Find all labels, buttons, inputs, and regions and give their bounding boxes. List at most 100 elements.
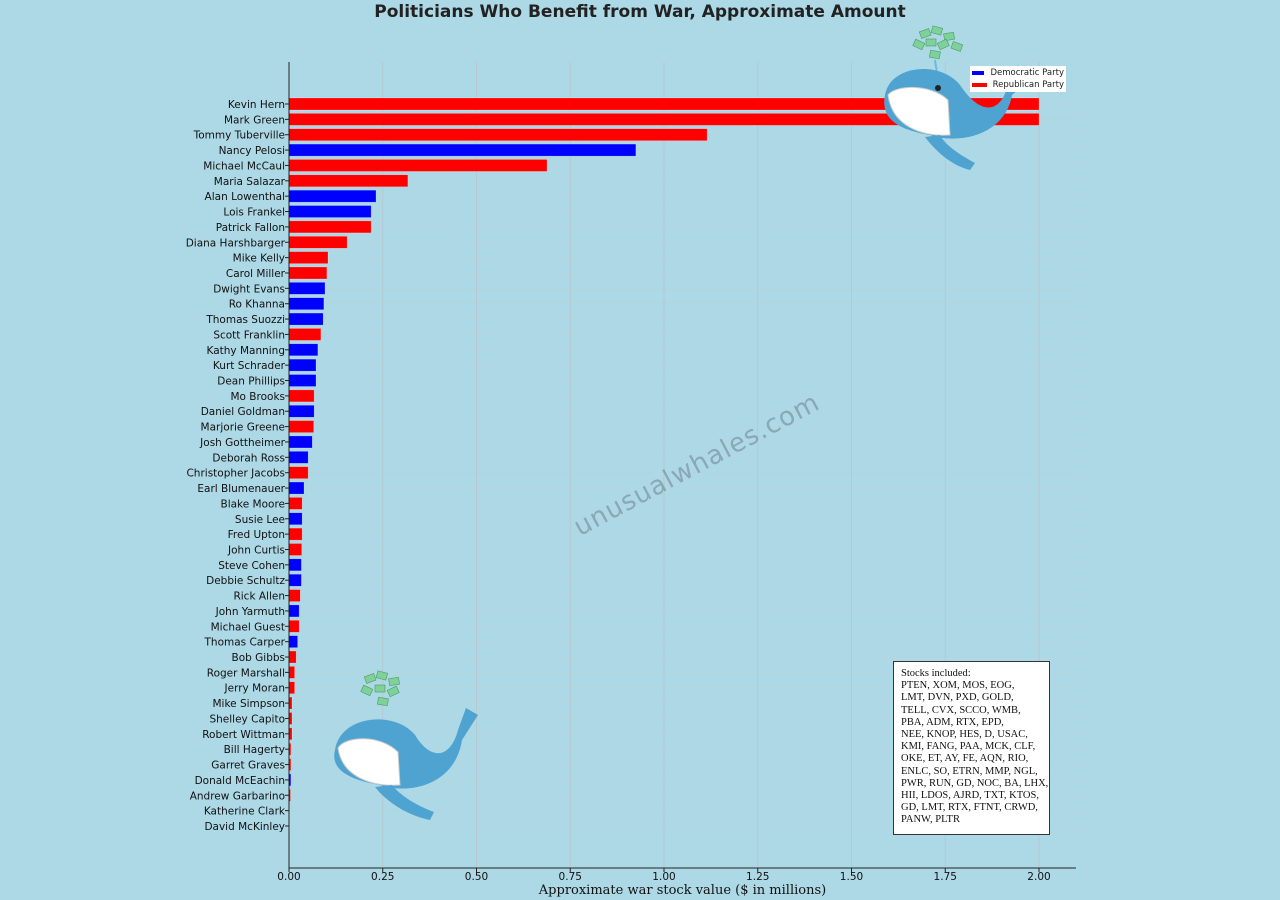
y-tick-label: John Curtis xyxy=(227,544,285,556)
y-tick-label: Tommy Tuberville xyxy=(193,130,285,142)
y-tick-label: Patrick Fallon xyxy=(216,222,285,234)
bar-mike-kelly xyxy=(288,251,329,264)
bar-daniel-goldman xyxy=(288,404,315,418)
y-tick-label: Jerry Moran xyxy=(224,683,285,695)
stock-line: PBA, ADM, RTX, EPD, xyxy=(901,716,1004,728)
y-tick-label: Scott Franklin xyxy=(213,329,285,341)
x-tick-label: 0.75 xyxy=(559,871,582,883)
y-tick-label: Roger Marshall xyxy=(207,667,285,679)
bar-blake-moore xyxy=(288,497,303,510)
y-tick-label: Shelley Capito xyxy=(209,713,285,725)
y-tick-label: Michael McCaul xyxy=(203,160,285,172)
y-tick-label: Josh Gottheimer xyxy=(199,437,285,449)
legend-swatch xyxy=(972,83,987,87)
bar-tommy-tuberville xyxy=(288,128,708,141)
y-tick-label: Dean Phillips xyxy=(217,376,285,388)
bar-susie-lee xyxy=(288,512,303,526)
y-tick-label: Lois Frankel xyxy=(223,207,285,219)
stock-line: OKE, ET, AY, FE, AQN, RIO, xyxy=(901,753,1029,765)
legend-label: Republican Party xyxy=(992,80,1064,90)
y-tick-label: Deborah Ross xyxy=(212,452,285,464)
y-tick-label: Earl Blumenauer xyxy=(197,483,285,495)
stock-line: ENLC, SO, ETRN, MMP, NGL, xyxy=(901,765,1038,777)
y-tick-label: Fred Upton xyxy=(228,529,285,541)
y-tick-label: Mo Brooks xyxy=(230,391,285,403)
y-tick-label: Dwight Evans xyxy=(213,283,285,295)
y-tick-label: Kathy Manning xyxy=(207,345,286,357)
stocks-heading: Stocks included: xyxy=(901,668,971,679)
legend-item-democratic: Democratic Party xyxy=(972,67,1064,79)
bar-thomas-carper xyxy=(288,635,298,648)
y-tick-label: Bob Gibbs xyxy=(232,652,285,664)
bar-lois-frankel xyxy=(288,205,372,218)
bar-bob-gibbs xyxy=(288,650,297,664)
y-tick-label: Mark Green xyxy=(224,114,285,126)
y-tick-labels: Kevin Hern Mark Green Tommy Tuberville Nanc… xyxy=(186,99,289,833)
y-tick-label: Katherine Clark xyxy=(204,806,286,818)
y-tick-label: Donald McEachin xyxy=(195,775,285,787)
bar-diana-harshbarger xyxy=(288,236,348,249)
legend-item-republican: Republican Party xyxy=(972,79,1064,91)
bar-debbie-schultz xyxy=(288,573,302,587)
bar-dwight-evans xyxy=(288,282,326,295)
stock-line: KMI, FANG, PAA, MCK, CLF, xyxy=(901,741,1036,753)
bar-rick-allen xyxy=(288,589,301,602)
x-axis-label: Approximate war stock value ($ in millio… xyxy=(538,883,827,898)
bar-christopher-jacobs xyxy=(288,466,309,479)
y-tick-label: Marjorie Greene xyxy=(201,422,285,434)
bar-fred-upton xyxy=(288,527,303,541)
bar-alan-lowenthal xyxy=(288,189,377,203)
y-tick-label: Mike Simpson xyxy=(212,698,285,710)
y-tick-label: Carol Miller xyxy=(226,268,286,280)
stock-line: PANW, PLTR xyxy=(901,814,960,826)
y-tick-label: David McKinley xyxy=(204,821,285,833)
y-tick-label: Thomas Carper xyxy=(204,637,286,649)
bar-jerry-moran xyxy=(288,681,295,694)
y-tick-label: Alan Lowenthal xyxy=(205,191,285,203)
bars xyxy=(288,97,1040,833)
x-tick-label: 1.50 xyxy=(840,871,863,883)
y-tick-label: Steve Cohen xyxy=(218,560,285,572)
y-tick-label: Thomas Suozzi xyxy=(205,314,285,326)
y-tick-label: Bill Hagerty xyxy=(224,744,285,756)
stock-line: PTEN, XOM, MOS, EOG, xyxy=(901,680,1015,692)
bar-michael-guest xyxy=(288,620,300,633)
bar-carol-miller xyxy=(288,266,328,280)
bar-deborah-ross xyxy=(288,451,309,464)
bar-maria-salazar xyxy=(288,174,409,188)
x-tick-label: 1.25 xyxy=(746,871,769,883)
y-tick-label: Kevin Hern xyxy=(228,99,285,111)
y-tick-label: Susie Lee xyxy=(235,514,285,526)
legend: Democratic Party Republican Party xyxy=(970,66,1066,92)
stock-line: LMT, DVN, PXD, GOLD, xyxy=(901,692,1014,704)
bar-thomas-suozzi xyxy=(288,312,324,326)
stock-line: NEE, KNOP, HES, D, USAC, xyxy=(901,729,1028,741)
whale-icon xyxy=(334,670,478,820)
x-tick-label: 0.00 xyxy=(277,871,300,883)
y-tick-label: Michael Guest xyxy=(211,621,285,633)
legend-label: Democratic Party xyxy=(990,68,1064,78)
bar-steve-cohen xyxy=(288,558,302,572)
bar-patrick-fallon xyxy=(288,220,372,234)
bar-kathy-manning xyxy=(288,343,319,357)
y-tick-label: Nancy Pelosi xyxy=(219,145,285,157)
x-tick-labels: 0.00 0.25 0.50 0.75 1.00 1.25 1.50 1.75 2.00 xyxy=(277,868,1051,883)
bar-roger-marshall xyxy=(288,666,295,679)
bar-scott-franklin xyxy=(288,328,322,341)
x-tick-label: 2.00 xyxy=(1027,871,1050,883)
y-tick-label: Diana Harshbarger xyxy=(186,237,286,249)
y-tick-label: Mike Kelly xyxy=(233,253,285,265)
x-tick-label: 0.50 xyxy=(465,871,488,883)
stocks-list: PTEN, XOM, MOS, EOG, LMT, DVN, PXD, GOLD,… xyxy=(901,680,1048,826)
y-tick-label: Christopher Jacobs xyxy=(186,468,285,480)
bar-nancy-pelosi xyxy=(288,143,637,157)
y-tick-label: John Yarmuth xyxy=(215,606,285,618)
whale-icon xyxy=(884,25,1026,170)
x-tick-label: 1.00 xyxy=(652,871,675,883)
y-tick-label: Garret Graves xyxy=(211,760,285,772)
bar-michael-mccaul xyxy=(288,159,548,172)
bar-mo-brooks xyxy=(288,389,315,403)
bar-josh-gottheimer xyxy=(288,435,313,449)
y-tick-label: Blake Moore xyxy=(220,498,285,510)
